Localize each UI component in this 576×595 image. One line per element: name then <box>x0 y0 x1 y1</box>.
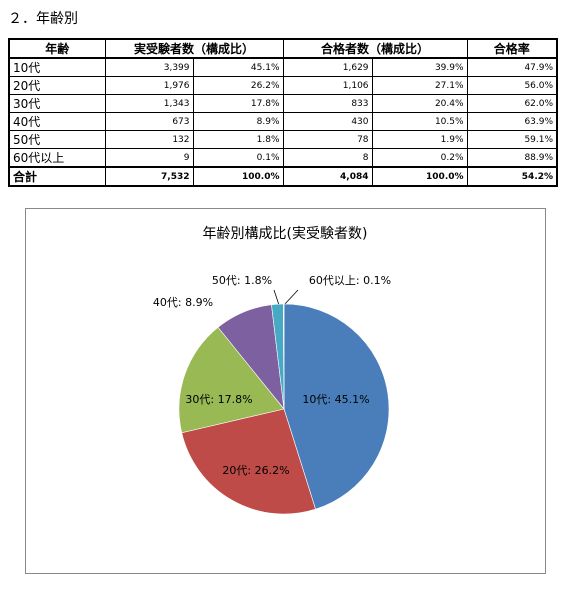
data-label: 30代: 17.8% <box>185 393 252 406</box>
chart-title: 年齢別構成比(実受験者数) <box>203 226 368 242</box>
leader-line <box>273 289 280 306</box>
cell: 100.0% <box>371 166 468 187</box>
data-row: 40代 673 8.9% 430 10.5% 63.9% <box>8 112 558 131</box>
pie-slice <box>283 303 285 410</box>
cell: 1.9% <box>371 130 468 149</box>
header-cell: 合格率 <box>466 38 558 59</box>
row-label: 合計 <box>8 166 106 187</box>
header-cell: 年齢 <box>8 38 106 59</box>
cell: 100.0% <box>192 166 284 187</box>
leader-line <box>283 289 299 306</box>
data-label: 50代: 1.8% <box>212 274 272 287</box>
data-label: 60代以上: 0.1% <box>309 274 391 287</box>
pie-slice <box>178 326 285 434</box>
section-title: ２．年齢別 <box>8 11 78 27</box>
header-row: 年齢 実受験者数（構成比） 合格者数（構成比） 合格率 <box>8 38 558 59</box>
row-label: 10代 <box>8 57 106 77</box>
data-row: 60代以上 9 0.1% 8 0.2% 88.9% <box>8 148 558 168</box>
data-label: 20代: 26.2% <box>222 464 289 477</box>
total-row: 合計 7,532 100.0% 4,084 100.0% 54.2% <box>8 166 558 187</box>
data-label: 10代: 45.1% <box>302 393 369 406</box>
header-cell: 実受験者数（構成比） <box>104 38 284 59</box>
age-table: 年齢 実受験者数（構成比） 合格者数（構成比） 合格率 10代 3,399 45.1… <box>8 38 559 187</box>
cell: 59.1% <box>466 130 558 149</box>
data-row: 20代 1,976 26.2% 1,106 27.1% 56.0% <box>8 76 558 95</box>
row-label: 20代 <box>8 76 106 95</box>
data-label: 40代: 8.9% <box>153 296 213 309</box>
header-cell: 合格者数（構成比） <box>282 38 468 59</box>
cell: 54.2% <box>466 166 558 187</box>
pie-slice <box>283 303 390 510</box>
data-row: 30代 1,343 17.8% 833 20.4% 62.0% <box>8 94 558 113</box>
cell: 78 <box>282 130 373 149</box>
pie-slice <box>181 408 316 515</box>
data-row: 50代 132 1.8% 78 1.9% 59.1% <box>8 130 558 149</box>
row-label: 50代 <box>8 130 106 149</box>
cell: 1.8% <box>192 130 284 149</box>
